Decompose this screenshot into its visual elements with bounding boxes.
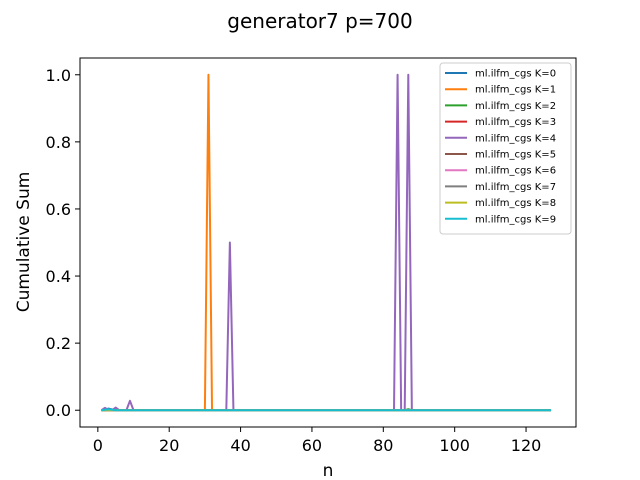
legend-entry: ml.ilfm_cgs K=4: [475, 133, 556, 144]
x-tick-label: 120: [511, 436, 542, 455]
legend-box: [439, 62, 572, 235]
legend-entry: ml.ilfm_cgs K=0: [475, 69, 556, 80]
legend-entry: ml.ilfm_cgs K=9: [475, 214, 556, 225]
x-axis-ticks: 0 20 40 60 80 100 120: [93, 427, 542, 455]
x-tick-label: 80: [373, 436, 393, 455]
legend-entry: ml.ilfm_cgs K=8: [475, 198, 556, 209]
x-tick-label: 100: [439, 436, 470, 455]
plot-frame: [79, 57, 577, 428]
y-axis-ticks: 0.0 0.2 0.4 0.6 0.8 1.0: [46, 66, 80, 420]
y-tick-label: 0.0: [46, 401, 71, 420]
y-tick-label: 0.8: [46, 133, 71, 152]
chart-title: generator7 p=700: [227, 9, 412, 33]
y-tick-label: 0.4: [46, 267, 71, 286]
legend-entry: ml.ilfm_cgs K=5: [475, 150, 556, 161]
x-tick-label: 20: [159, 436, 179, 455]
legend-entry: ml.ilfm_cgs K=1: [475, 85, 556, 96]
y-axis-label: Cumulative Sum: [14, 172, 34, 313]
y-tick-label: 0.6: [46, 200, 71, 219]
legend-entry: ml.ilfm_cgs K=2: [475, 101, 556, 112]
x-tick-label: 40: [230, 436, 250, 455]
y-tick-label: 1.0: [46, 66, 71, 85]
legend-entry: ml.ilfm_cgs K=3: [475, 117, 556, 128]
legend-entry: ml.ilfm_cgs K=6: [475, 166, 556, 177]
series-line-k9: [101, 408, 552, 412]
plot-lines: [100, 73, 552, 412]
y-tick-label: 0.2: [46, 334, 71, 353]
x-axis-label: n: [323, 461, 334, 480]
legend: ml.ilfm_cgs K=0 ml.ilfm_cgs K=1 ml.ilfm_cg…: [439, 62, 572, 235]
x-tick-label: 60: [302, 436, 322, 455]
x-tick-label: 0: [93, 436, 103, 455]
legend-entry: ml.ilfm_cgs K=7: [475, 182, 556, 193]
